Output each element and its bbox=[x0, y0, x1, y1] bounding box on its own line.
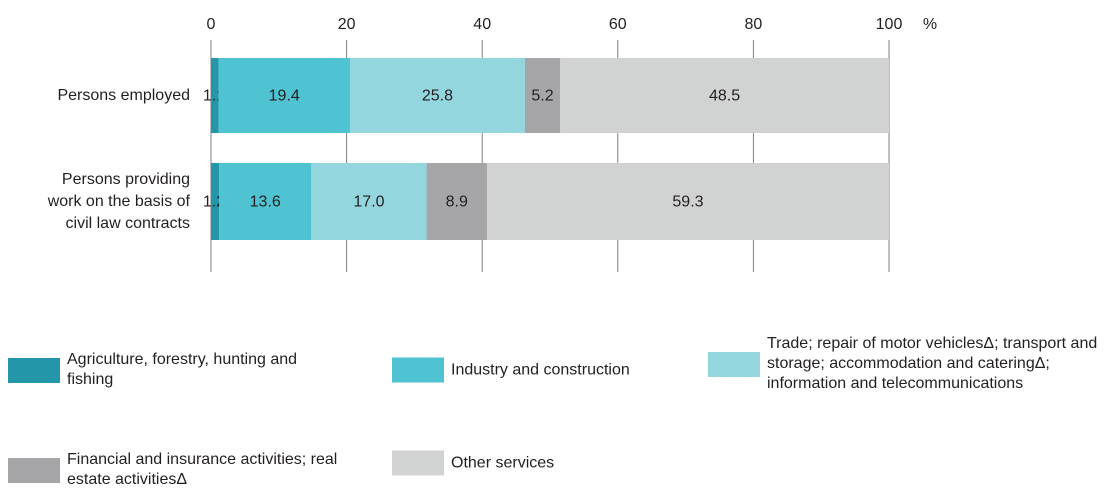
legend-swatch bbox=[392, 450, 444, 476]
bar-segment bbox=[311, 163, 427, 240]
x-tick-label: 60 bbox=[609, 16, 627, 33]
data-label: 25.8 bbox=[422, 88, 453, 105]
bar-segment bbox=[211, 163, 220, 240]
legend-item: Other services bbox=[392, 450, 701, 476]
data-label: 13.6 bbox=[250, 194, 281, 211]
data-label: 59.3 bbox=[672, 194, 703, 211]
data-label: 17.0 bbox=[353, 194, 384, 211]
data-label: 48.5 bbox=[709, 88, 740, 105]
legend-label: Other services bbox=[451, 454, 555, 471]
x-tick-label: 80 bbox=[745, 16, 763, 33]
legend-item: Trade; repair of motor vehiclesΔ; transp… bbox=[708, 334, 1106, 394]
legend-label: Trade; repair of motor vehiclesΔ; transp… bbox=[767, 335, 1098, 392]
bar-segment bbox=[219, 163, 312, 240]
x-tick-label: 20 bbox=[338, 16, 356, 33]
data-label: 19.4 bbox=[269, 88, 300, 105]
x-tick-label: 0 bbox=[207, 16, 216, 33]
legend-item: Industry and construction bbox=[392, 357, 701, 383]
bar-segment bbox=[560, 58, 889, 133]
legend-item: Agriculture, forestry, hunting and fishi… bbox=[8, 350, 327, 390]
bar-segment bbox=[426, 163, 487, 240]
legend-swatch bbox=[8, 457, 60, 483]
bar-segment bbox=[218, 58, 350, 133]
bar-segment bbox=[349, 58, 525, 133]
legend-label: Industry and construction bbox=[451, 361, 630, 378]
x-unit: % bbox=[923, 16, 937, 33]
legend-swatch bbox=[708, 351, 760, 377]
x-tick-label: 40 bbox=[473, 16, 491, 33]
category-label: Persons employed bbox=[57, 86, 190, 104]
data-label: 8.9 bbox=[446, 194, 468, 211]
category-label: Persons providing work on the basis of c… bbox=[47, 170, 190, 232]
legend-swatch bbox=[8, 357, 60, 383]
legend-label: Financial and insurance activities; real… bbox=[67, 451, 338, 488]
x-tick-label: 100 bbox=[876, 16, 903, 33]
data-label: 5.2 bbox=[531, 88, 553, 105]
legend-swatch bbox=[392, 357, 444, 383]
legend-label: Agriculture, forestry, hunting and fishi… bbox=[67, 351, 298, 388]
bar-segment bbox=[524, 58, 561, 133]
legend-item: Financial and insurance activities; real… bbox=[8, 450, 367, 489]
bar-segment bbox=[486, 163, 889, 240]
bar-segment bbox=[211, 58, 219, 133]
